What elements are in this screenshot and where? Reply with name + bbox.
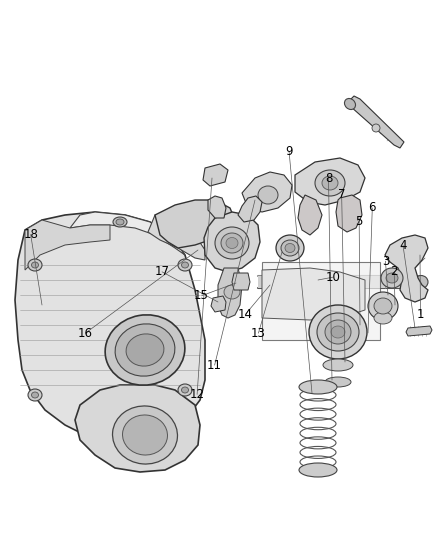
Ellipse shape — [113, 406, 177, 464]
Ellipse shape — [181, 262, 188, 268]
Ellipse shape — [28, 259, 42, 271]
Text: 15: 15 — [194, 289, 209, 302]
Ellipse shape — [374, 312, 392, 324]
Ellipse shape — [226, 238, 238, 248]
Polygon shape — [15, 212, 205, 440]
Text: 4: 4 — [399, 239, 407, 252]
Ellipse shape — [221, 233, 243, 253]
Ellipse shape — [32, 392, 39, 398]
Ellipse shape — [178, 384, 192, 396]
Text: 10: 10 — [325, 271, 340, 284]
Polygon shape — [203, 164, 228, 186]
Polygon shape — [218, 268, 242, 318]
Polygon shape — [155, 200, 235, 248]
Polygon shape — [242, 172, 292, 212]
Ellipse shape — [414, 276, 428, 288]
Ellipse shape — [374, 298, 392, 314]
Ellipse shape — [344, 99, 356, 109]
Ellipse shape — [126, 334, 164, 366]
Ellipse shape — [32, 262, 39, 268]
Ellipse shape — [276, 235, 304, 261]
Ellipse shape — [105, 315, 185, 385]
Polygon shape — [70, 212, 185, 255]
Polygon shape — [385, 235, 428, 302]
Text: 2: 2 — [390, 265, 398, 278]
Text: 8: 8 — [325, 172, 332, 185]
Text: 6: 6 — [368, 201, 376, 214]
Text: 16: 16 — [78, 327, 93, 340]
Polygon shape — [298, 195, 322, 235]
Polygon shape — [208, 196, 226, 218]
Polygon shape — [336, 195, 362, 232]
Ellipse shape — [215, 227, 249, 259]
Text: 3: 3 — [382, 255, 389, 268]
Ellipse shape — [123, 415, 167, 455]
Ellipse shape — [178, 259, 192, 271]
Ellipse shape — [323, 359, 353, 371]
Ellipse shape — [368, 292, 398, 320]
Polygon shape — [204, 212, 260, 272]
Polygon shape — [238, 196, 262, 222]
Ellipse shape — [224, 285, 240, 299]
Text: 17: 17 — [155, 265, 170, 278]
Ellipse shape — [317, 313, 359, 351]
Ellipse shape — [285, 244, 295, 253]
Ellipse shape — [331, 326, 345, 338]
Ellipse shape — [299, 380, 337, 394]
Text: 5: 5 — [356, 215, 363, 228]
Text: 12: 12 — [190, 388, 205, 401]
Ellipse shape — [113, 217, 127, 227]
Text: 14: 14 — [238, 308, 253, 321]
Text: 1: 1 — [417, 308, 424, 321]
Polygon shape — [75, 385, 200, 472]
Ellipse shape — [181, 387, 188, 393]
Polygon shape — [258, 276, 418, 288]
Text: 13: 13 — [251, 327, 266, 340]
Ellipse shape — [372, 124, 380, 132]
Polygon shape — [348, 96, 404, 148]
Text: 11: 11 — [207, 359, 222, 372]
Polygon shape — [25, 220, 110, 270]
Ellipse shape — [322, 176, 338, 190]
Polygon shape — [406, 326, 432, 336]
Ellipse shape — [315, 170, 345, 196]
Text: 9: 9 — [285, 146, 293, 158]
Ellipse shape — [299, 463, 337, 477]
Polygon shape — [262, 262, 380, 340]
Polygon shape — [148, 215, 205, 260]
Ellipse shape — [309, 305, 367, 359]
Ellipse shape — [386, 273, 398, 283]
Ellipse shape — [258, 186, 278, 204]
Ellipse shape — [115, 324, 175, 376]
Ellipse shape — [28, 389, 42, 401]
Ellipse shape — [381, 268, 403, 288]
Ellipse shape — [325, 377, 351, 387]
Text: 18: 18 — [23, 228, 38, 241]
Ellipse shape — [325, 320, 351, 344]
Polygon shape — [262, 268, 365, 320]
Text: 7: 7 — [338, 188, 346, 201]
Ellipse shape — [116, 219, 124, 225]
Ellipse shape — [281, 240, 299, 256]
Polygon shape — [211, 296, 226, 312]
Polygon shape — [295, 158, 365, 205]
Polygon shape — [232, 273, 250, 290]
